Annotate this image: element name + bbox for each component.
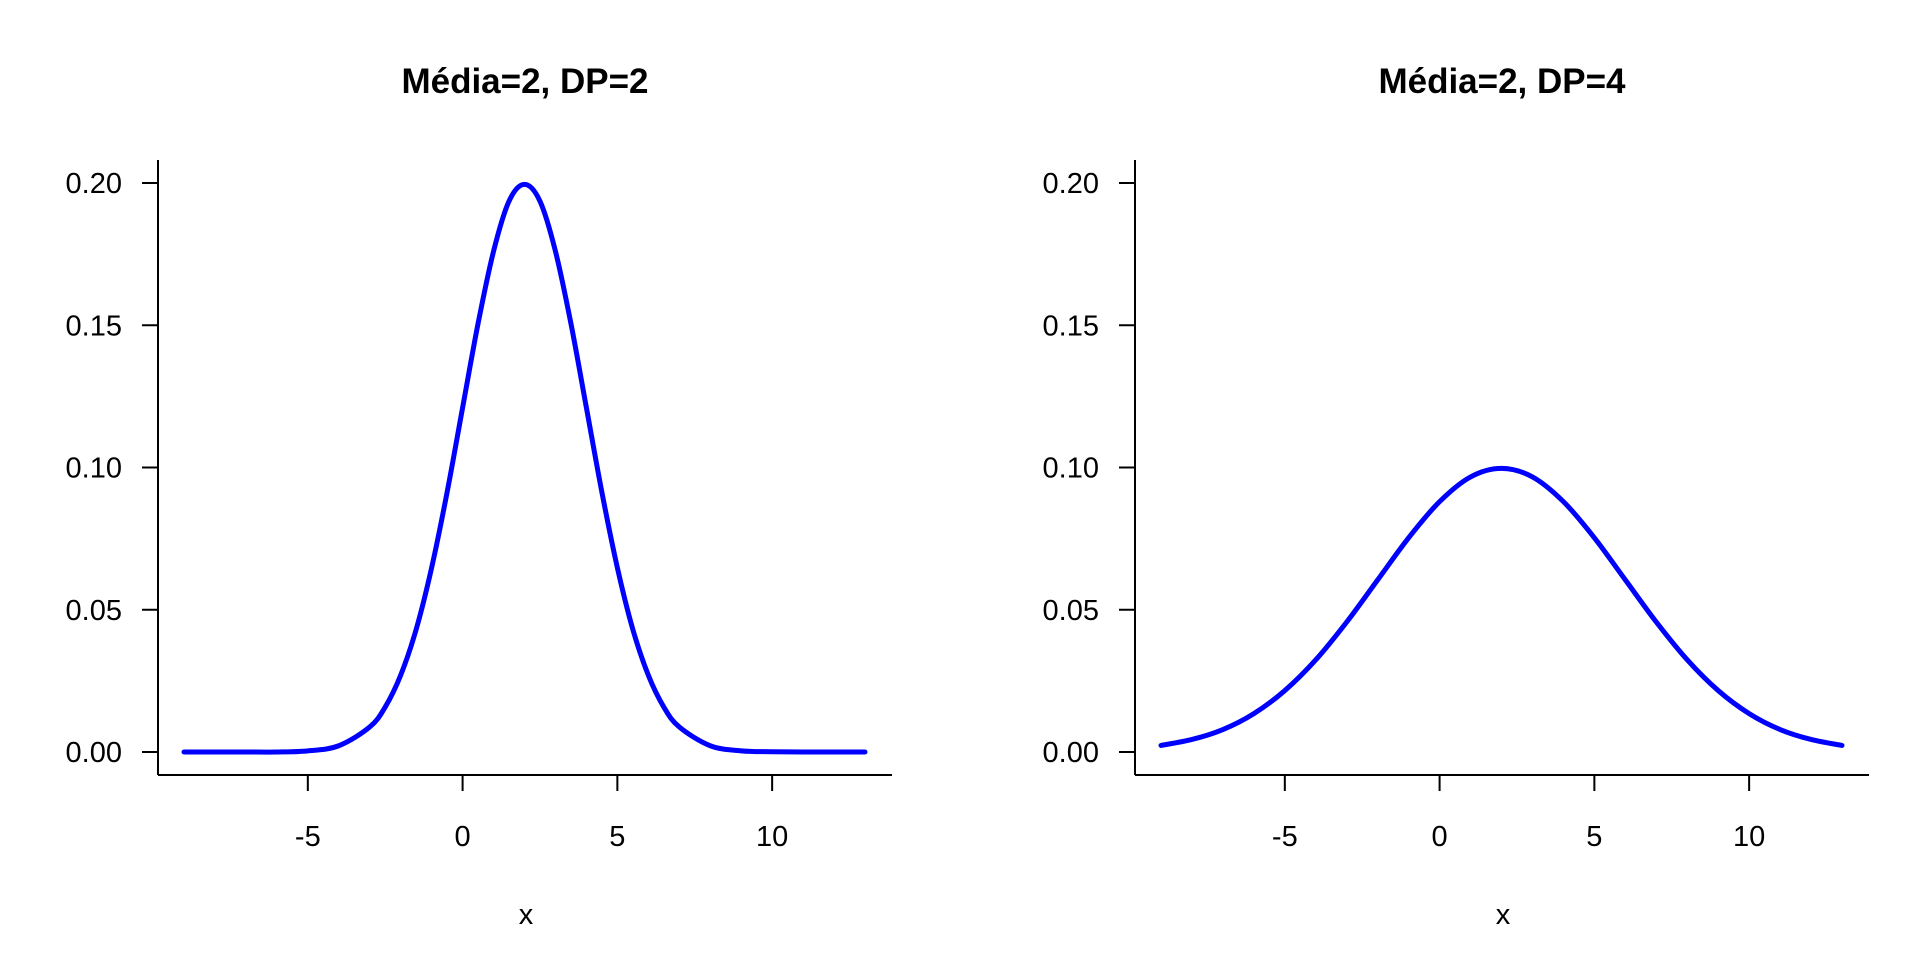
y-tick-label: 0.10 bbox=[66, 453, 122, 485]
y-tick-label: 0.00 bbox=[66, 737, 122, 769]
density-curve bbox=[1158, 465, 1845, 748]
right-chart-panel: Média=2, DP=4 0.00 0.05 0.10 0.15 0.20 -5 0 5 10 x bbox=[1043, 62, 1869, 931]
density-curve bbox=[181, 181, 868, 755]
x-tick-label: 10 bbox=[1733, 821, 1765, 853]
x-tick-label: 0 bbox=[455, 821, 471, 853]
y-tick-label: 0.10 bbox=[1043, 453, 1099, 485]
chart-title: Média=2, DP=2 bbox=[401, 62, 648, 101]
y-tick-label: 0.00 bbox=[1043, 737, 1099, 769]
y-tick-label: 0.05 bbox=[66, 595, 122, 627]
chart-title: Média=2, DP=4 bbox=[1378, 62, 1626, 101]
y-tick-label: 0.20 bbox=[1043, 168, 1099, 200]
x-axis-label: x bbox=[1496, 899, 1511, 931]
x-tick-label: 5 bbox=[609, 821, 625, 853]
x-tick-label: -5 bbox=[295, 821, 321, 853]
y-tick-label: 0.15 bbox=[66, 310, 122, 342]
x-tick-label: -5 bbox=[1272, 821, 1298, 853]
x-tick-label: 5 bbox=[1586, 821, 1602, 853]
y-tick-label: 0.20 bbox=[66, 168, 122, 200]
y-tick-label: 0.15 bbox=[1043, 310, 1099, 342]
x-tick-label: 10 bbox=[756, 821, 788, 853]
left-chart-panel: Média=2, DP=2 0.00 0.05 0.10 0.15 0.20 -5 0 5 10 x bbox=[66, 62, 892, 931]
x-axis-label: x bbox=[519, 899, 534, 931]
x-tick-label: 0 bbox=[1432, 821, 1448, 853]
y-tick-label: 0.05 bbox=[1043, 595, 1099, 627]
